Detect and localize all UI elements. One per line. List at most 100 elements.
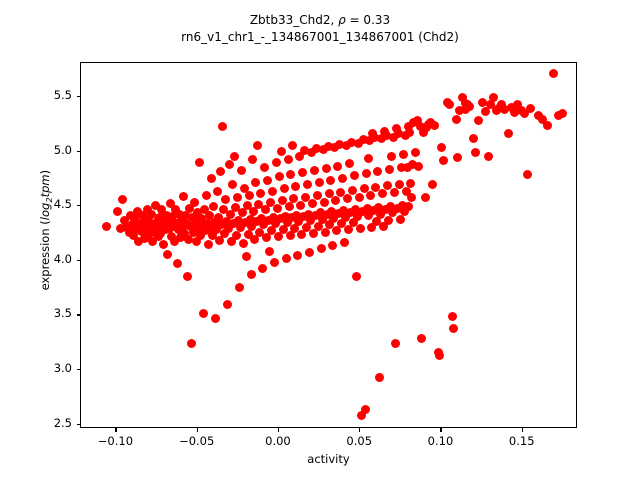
scatter-point xyxy=(296,200,306,210)
x-tick-mark xyxy=(196,428,198,432)
y-tick-label: 5.0 xyxy=(53,142,72,157)
scatter-point xyxy=(239,184,249,194)
scatter-point xyxy=(292,210,302,220)
scatter-point xyxy=(264,216,274,226)
scatter-point xyxy=(281,254,291,264)
scatter-point xyxy=(349,171,359,181)
scatter-point xyxy=(227,180,237,190)
scatter-point xyxy=(186,221,196,231)
scatter-point xyxy=(318,145,328,155)
scatter-point xyxy=(165,198,175,208)
scatter-point xyxy=(300,146,310,156)
scatter-point xyxy=(510,108,520,118)
scatter-point xyxy=(363,153,373,163)
scatter-point xyxy=(285,230,295,240)
scatter-point xyxy=(151,201,161,211)
scatter-point xyxy=(270,219,280,229)
scatter-point xyxy=(367,223,377,233)
scatter-point xyxy=(248,154,258,164)
scatter-point xyxy=(386,151,396,161)
scatter-point xyxy=(216,166,226,176)
scatter-point xyxy=(222,217,232,227)
scatter-point xyxy=(480,106,490,116)
scatter-point xyxy=(133,206,143,216)
scatter-point xyxy=(269,257,279,267)
scatter-point xyxy=(202,190,212,200)
plot-axes-area xyxy=(80,62,577,428)
scatter-point xyxy=(245,214,255,224)
scatter-point xyxy=(345,207,355,217)
x-tick-mark xyxy=(359,428,361,432)
scatter-point xyxy=(120,216,130,226)
scatter-point xyxy=(305,247,314,257)
scatter-point xyxy=(395,214,405,224)
scatter-point xyxy=(277,196,287,206)
scatter-point xyxy=(257,213,267,223)
scatter-point xyxy=(558,109,568,119)
scatter-point xyxy=(341,212,351,222)
y-tick-mark xyxy=(76,96,80,98)
scatter-point xyxy=(197,213,207,223)
scatter-point xyxy=(219,205,229,215)
scatter-point xyxy=(332,226,342,236)
scatter-point xyxy=(280,211,290,221)
scatter-point xyxy=(175,232,185,242)
x-tick-label: 0.05 xyxy=(346,434,373,448)
scatter-point xyxy=(408,160,418,170)
scatter-point xyxy=(326,175,336,185)
scatter-point xyxy=(255,228,265,238)
y-tick-mark xyxy=(76,259,80,262)
scatter-point xyxy=(244,190,254,200)
scatter-point xyxy=(343,194,353,204)
scatter-point xyxy=(265,246,275,256)
scatter-point xyxy=(474,115,484,125)
scatter-point xyxy=(128,231,138,241)
y-tick-label: 5.5 xyxy=(53,88,72,103)
scatter-point xyxy=(290,223,300,233)
scatter-point xyxy=(304,209,314,219)
scatter-point xyxy=(236,165,246,175)
scatter-point xyxy=(289,194,299,204)
scatter-point xyxy=(352,211,362,221)
scatter-point xyxy=(181,210,190,220)
scatter-point xyxy=(228,219,238,229)
scatter-point xyxy=(154,212,164,222)
scatter-point xyxy=(158,240,168,250)
scatter-point xyxy=(400,130,410,140)
ylabel-suffix: ) xyxy=(37,169,52,175)
scatter-point xyxy=(313,221,323,231)
scatter-point xyxy=(189,227,199,237)
scatter-point xyxy=(271,158,281,168)
scatter-point xyxy=(362,204,372,214)
scatter-point xyxy=(428,180,438,190)
scatter-point xyxy=(327,207,337,217)
scatter-point xyxy=(307,199,317,209)
x-axis-label: activity xyxy=(307,452,350,466)
scatter-point xyxy=(353,138,363,148)
scatter-point xyxy=(344,159,354,169)
scatter-point xyxy=(287,213,297,223)
scatter-point xyxy=(246,269,256,279)
scatter-point xyxy=(438,156,448,166)
scatter-point xyxy=(500,104,510,114)
scatter-point xyxy=(286,170,296,180)
scatter-point xyxy=(366,190,376,200)
x-tick-label: 0.15 xyxy=(508,434,535,448)
scatter-point xyxy=(163,216,173,226)
scatter-point xyxy=(184,235,194,245)
scatter-point xyxy=(323,141,333,151)
scatter-point xyxy=(374,202,384,212)
scatter-point xyxy=(389,187,399,197)
scatter-point xyxy=(279,184,289,194)
scatter-point xyxy=(147,209,157,219)
scatter-point xyxy=(226,210,236,220)
scatter-point xyxy=(157,205,167,215)
scatter-point xyxy=(224,223,234,233)
scatter-point xyxy=(209,201,219,211)
scatter-point xyxy=(322,210,332,220)
scatter-point xyxy=(303,180,313,190)
scatter-point xyxy=(397,200,407,210)
scatter-point xyxy=(454,105,464,115)
scatter-point xyxy=(359,184,369,194)
scatter-point xyxy=(372,217,382,227)
